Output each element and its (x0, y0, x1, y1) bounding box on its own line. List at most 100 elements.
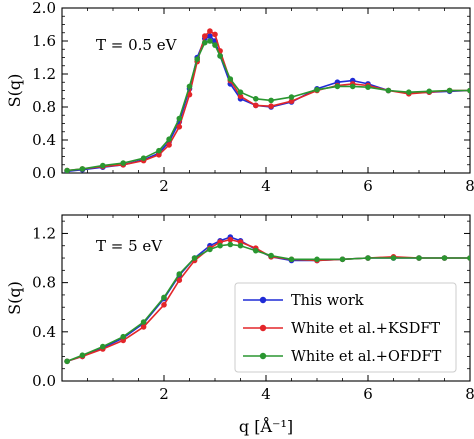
x-tick-label: 4 (261, 177, 271, 195)
data-point-series-2 (217, 242, 223, 249)
data-point-series-2 (64, 358, 70, 365)
data-point-series-0 (207, 33, 213, 39)
data-point-series-2 (467, 87, 470, 94)
y-tick-label: 0.0 (32, 164, 56, 182)
data-point-series-2 (79, 352, 86, 359)
data-point-series-2 (268, 252, 274, 259)
data-point-series-2 (446, 87, 453, 94)
legend-entry-2: White et al.+OFDFT (291, 349, 442, 365)
data-point-series-1 (288, 98, 295, 104)
data-point-series-2 (339, 256, 346, 263)
plot-area (64, 234, 470, 365)
legend-swatch-marker-1 (259, 324, 267, 332)
x-axis-label: q [Å⁻¹] (239, 416, 293, 436)
y-tick-label: 0.4 (32, 131, 56, 149)
data-point-series-2 (207, 38, 213, 44)
y-tick-label: 0.8 (32, 274, 56, 292)
data-point-series-2 (334, 83, 341, 90)
panel-top-chart: 2 4 6 8 0.0 0.4 0.8 1.2 1.6 2.0 S(q) T = 0.5 eV (5, 0, 474, 195)
y-tick-label: 0.0 (32, 372, 56, 390)
data-point-series-1 (161, 302, 167, 308)
data-point-series-1 (166, 142, 172, 148)
data-point-series-2 (166, 136, 172, 142)
data-point-series-2 (385, 87, 392, 94)
x-tick-label: 8 (465, 177, 474, 195)
data-point-series-2 (100, 162, 106, 169)
x-tick-label: 4 (261, 385, 271, 403)
data-point-series-2 (390, 255, 397, 261)
data-point-series-1 (202, 33, 208, 39)
data-point-series-2 (416, 255, 422, 261)
series-line-2 (67, 40, 470, 172)
data-point-series-1 (268, 103, 274, 109)
data-point-series-2 (194, 56, 200, 62)
data-point-series-2 (202, 39, 208, 46)
series-line-2 (66, 243, 470, 363)
panel-bottom-chart: 2 4 6 8 0.0 0.4 0.8 1.2 S(q) T = 5 eV q [Å⁻¹] This … (5, 214, 474, 436)
legend-swatch-marker-2 (259, 352, 267, 360)
y-axis-label: S(q) (5, 74, 24, 108)
data-point-series-2 (253, 96, 259, 102)
data-point-series-2 (237, 242, 244, 249)
data-point-series-2 (227, 76, 234, 82)
data-point-series-2 (227, 241, 234, 248)
data-point-series-2 (120, 160, 126, 166)
data-point-series-2 (268, 97, 274, 104)
y-tick-label: 1.2 (32, 65, 56, 83)
temperature-annotation: T = 5 eV (96, 237, 163, 255)
data-point-series-2 (314, 256, 320, 263)
y-axis-label: S(q) (5, 281, 24, 315)
data-point-series-2 (237, 89, 244, 95)
x-tick-label: 8 (465, 385, 474, 403)
x-tick-label: 2 (159, 177, 169, 195)
data-point-series-2 (365, 84, 371, 90)
data-point-series-1 (253, 102, 259, 109)
data-point-series-2 (426, 88, 433, 95)
data-point-series-2 (314, 86, 320, 93)
data-point-series-2 (156, 147, 162, 154)
data-point-series-2 (288, 94, 295, 100)
legend-entry-1: White et al.+KSDFT (291, 321, 440, 337)
data-point-series-2 (140, 155, 147, 161)
y-tick-label: 2.0 (32, 0, 56, 17)
data-point-series-1 (227, 236, 234, 243)
data-point-series-2 (365, 255, 371, 261)
legend-box (234, 282, 457, 373)
y-tick-label: 0.4 (32, 323, 56, 341)
plot-area (64, 28, 470, 173)
data-point-series-2 (140, 319, 147, 325)
data-point-series-2 (253, 247, 259, 254)
data-point-series-2 (217, 53, 223, 59)
data-point-series-2 (441, 255, 448, 261)
data-point-series-2 (64, 167, 70, 173)
data-point-series-1 (207, 28, 213, 34)
y-tick-label: 1.6 (32, 32, 56, 50)
x-tick-label: 6 (363, 177, 373, 195)
data-point-series-2 (467, 255, 470, 261)
data-point-series-1 (140, 324, 147, 330)
data-point-series-2 (161, 294, 167, 301)
data-point-series-2 (120, 333, 126, 340)
data-point-series-1 (237, 93, 244, 100)
data-point-series-2 (212, 42, 218, 48)
data-point-series-2 (406, 89, 412, 95)
temperature-annotation: T = 0.5 eV (96, 36, 178, 54)
legend-swatch-marker-0 (259, 296, 267, 304)
data-point-series-2 (349, 83, 356, 90)
data-point-series-2 (176, 115, 183, 122)
data-point-series-1 (176, 277, 183, 284)
y-tick-label: 1.2 (32, 224, 56, 242)
y-tick-label: 0.8 (32, 98, 56, 116)
data-point-series-1 (156, 152, 162, 158)
series-line-0 (67, 35, 470, 173)
data-point-series-2 (186, 83, 193, 90)
data-point-series-1 (212, 31, 218, 38)
x-tick-label: 2 (159, 385, 169, 403)
data-point-series-2 (288, 256, 295, 263)
x-tick-label: 6 (363, 385, 373, 403)
data-point-series-2 (207, 246, 213, 253)
data-point-series-2 (176, 271, 183, 277)
data-point-series-2 (79, 166, 86, 172)
data-point-series-2 (100, 343, 106, 350)
